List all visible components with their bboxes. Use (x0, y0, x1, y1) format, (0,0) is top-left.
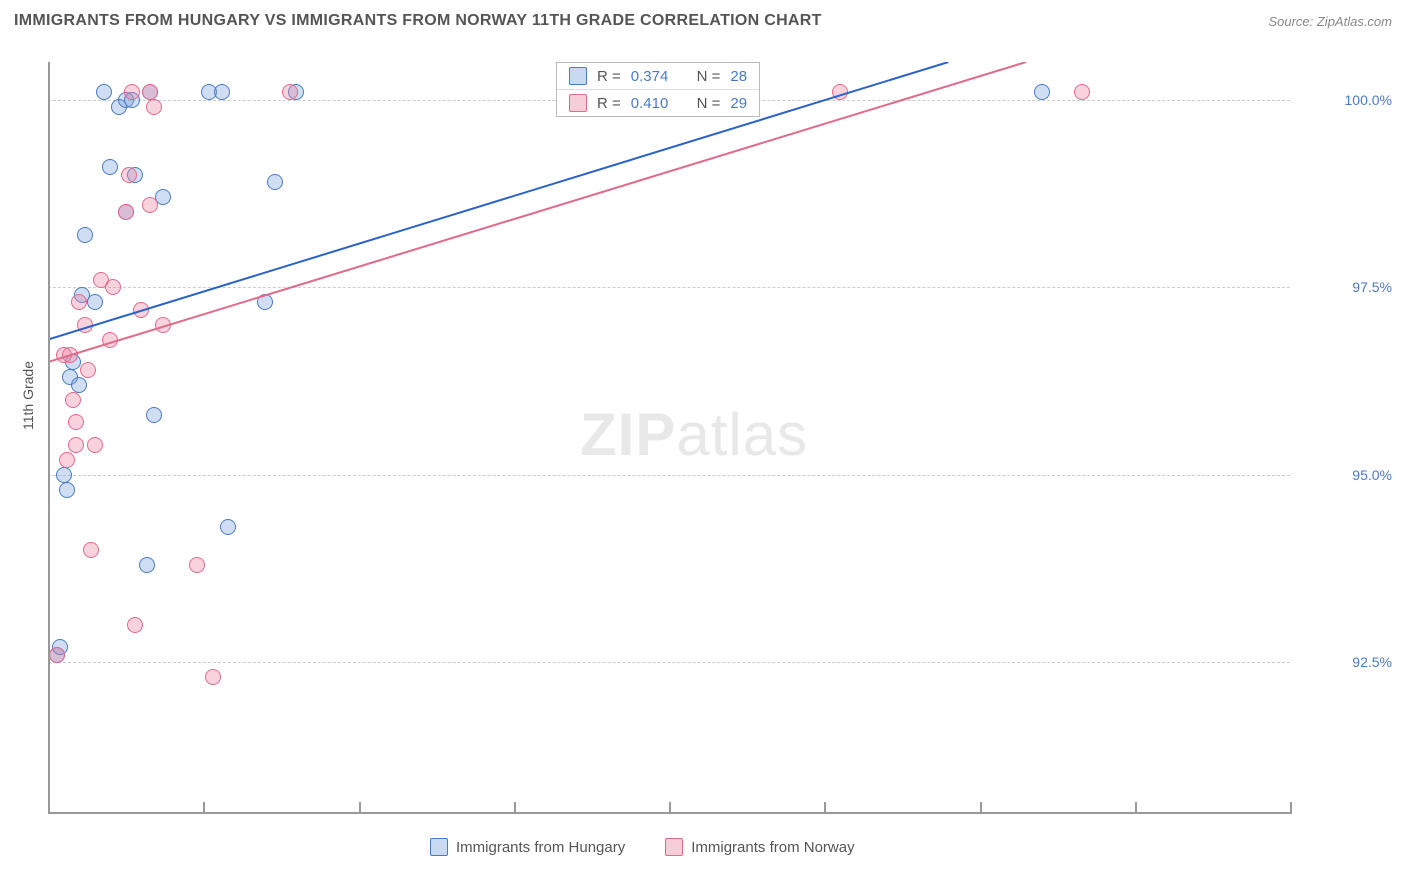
scatter-point (77, 227, 93, 243)
scatter-point (56, 467, 72, 483)
y-tick-label: 100.0% (1345, 92, 1392, 108)
chart-title: IMMIGRANTS FROM HUNGARY VS IMMIGRANTS FR… (14, 12, 822, 30)
legend-item-norway: Immigrants from Norway (665, 838, 854, 856)
scatter-point (71, 377, 87, 393)
scatter-point (146, 407, 162, 423)
watermark: ZIPatlas (580, 400, 808, 469)
scatter-point (832, 84, 848, 100)
scatter-point (102, 332, 118, 348)
scatter-point (214, 84, 230, 100)
scatter-point (1074, 84, 1090, 100)
scatter-point (65, 392, 81, 408)
legend-swatch-icon (665, 838, 683, 856)
scatter-point (155, 317, 171, 333)
legend-swatch-icon (569, 94, 587, 112)
x-axis-line (48, 812, 1290, 814)
scatter-point (102, 159, 118, 175)
scatter-point (80, 362, 96, 378)
x-tick (1290, 802, 1292, 814)
scatter-point (118, 204, 134, 220)
gridline (48, 475, 1290, 476)
gridline (48, 287, 1290, 288)
scatter-point (189, 557, 205, 573)
legend-row-norway: R = 0.410 N = 29 (557, 90, 759, 116)
scatter-point (77, 317, 93, 333)
legend-item-hungary: Immigrants from Hungary (430, 838, 625, 856)
legend-row-hungary: R = 0.374 N = 28 (557, 63, 759, 90)
chart-header: IMMIGRANTS FROM HUNGARY VS IMMIGRANTS FR… (14, 12, 1392, 30)
scatter-point (267, 174, 283, 190)
scatter-point (96, 84, 112, 100)
scatter-point (71, 294, 87, 310)
scatter-point (1034, 84, 1050, 100)
legend-swatch-icon (569, 67, 587, 85)
trendline (48, 62, 948, 340)
y-tick-label: 92.5% (1352, 654, 1392, 670)
scatter-point (133, 302, 149, 318)
y-tick-label: 95.0% (1352, 467, 1392, 483)
legend-label: Immigrants from Hungary (456, 839, 625, 856)
scatter-point (121, 167, 137, 183)
legend-label: Immigrants from Norway (691, 839, 854, 856)
scatter-point (257, 294, 273, 310)
legend-swatch-icon (430, 838, 448, 856)
y-axis-title: 11th Grade (20, 361, 36, 430)
chart-source: Source: ZipAtlas.com (1268, 14, 1392, 29)
scatter-point (105, 279, 121, 295)
scatter-point (124, 84, 140, 100)
scatter-point (59, 452, 75, 468)
series-legend: Immigrants from Hungary Immigrants from … (430, 838, 855, 856)
scatter-point (205, 669, 221, 685)
scatter-point (49, 647, 65, 663)
trendline (48, 62, 1026, 362)
scatter-point (142, 84, 158, 100)
scatter-point (68, 414, 84, 430)
scatter-point (220, 519, 236, 535)
scatter-point (59, 482, 75, 498)
y-tick-label: 97.5% (1352, 279, 1392, 295)
scatter-point (62, 347, 78, 363)
scatter-point (83, 542, 99, 558)
scatter-point (142, 197, 158, 213)
scatter-point (146, 99, 162, 115)
scatter-point (68, 437, 84, 453)
scatter-point (87, 294, 103, 310)
y-axis-line (48, 62, 50, 812)
scatter-point (87, 437, 103, 453)
scatter-point (282, 84, 298, 100)
scatter-point (139, 557, 155, 573)
correlation-legend: R = 0.374 N = 28 R = 0.410 N = 29 (556, 62, 760, 117)
gridline (48, 662, 1290, 663)
scatter-point (127, 617, 143, 633)
